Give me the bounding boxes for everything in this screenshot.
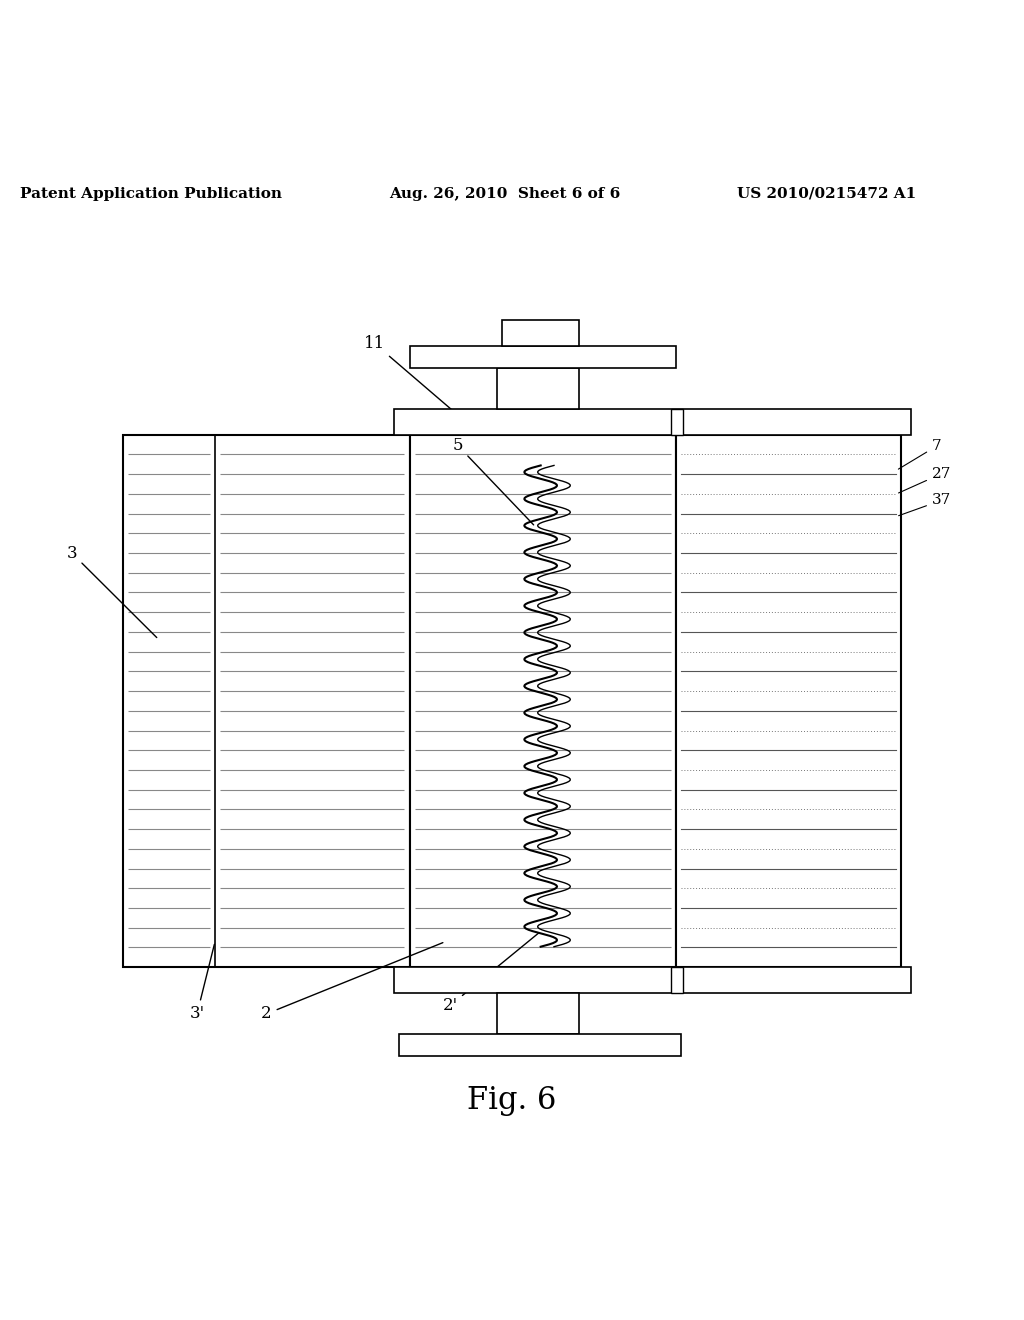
Bar <box>123 434 410 968</box>
Text: Patent Application Publication: Patent Application Publication <box>20 187 283 201</box>
Text: 3': 3' <box>189 944 214 1023</box>
Bar <box>671 409 683 434</box>
Text: Fig. 6: Fig. 6 <box>467 1085 557 1115</box>
Text: Aug. 26, 2010  Sheet 6 of 6: Aug. 26, 2010 Sheet 6 of 6 <box>389 187 621 201</box>
Text: US 2010/0215472 A1: US 2010/0215472 A1 <box>737 187 916 201</box>
Bar <box>671 968 683 993</box>
Bar <box>676 434 901 968</box>
Bar <box>394 968 911 993</box>
Bar <box>410 346 676 368</box>
Text: 7: 7 <box>898 440 941 469</box>
Bar <box>497 368 579 409</box>
Text: 11: 11 <box>364 335 464 420</box>
Text: 2': 2' <box>442 933 539 1014</box>
Bar <box>394 409 911 434</box>
Bar <box>502 319 579 346</box>
Text: 27: 27 <box>898 467 951 492</box>
Bar <box>497 993 579 1034</box>
Bar <box>410 434 676 968</box>
Text: 5: 5 <box>453 437 534 525</box>
Text: 37: 37 <box>899 494 951 516</box>
Bar <box>399 1034 681 1056</box>
Text: 3: 3 <box>67 545 157 638</box>
Text: 2: 2 <box>261 942 442 1023</box>
